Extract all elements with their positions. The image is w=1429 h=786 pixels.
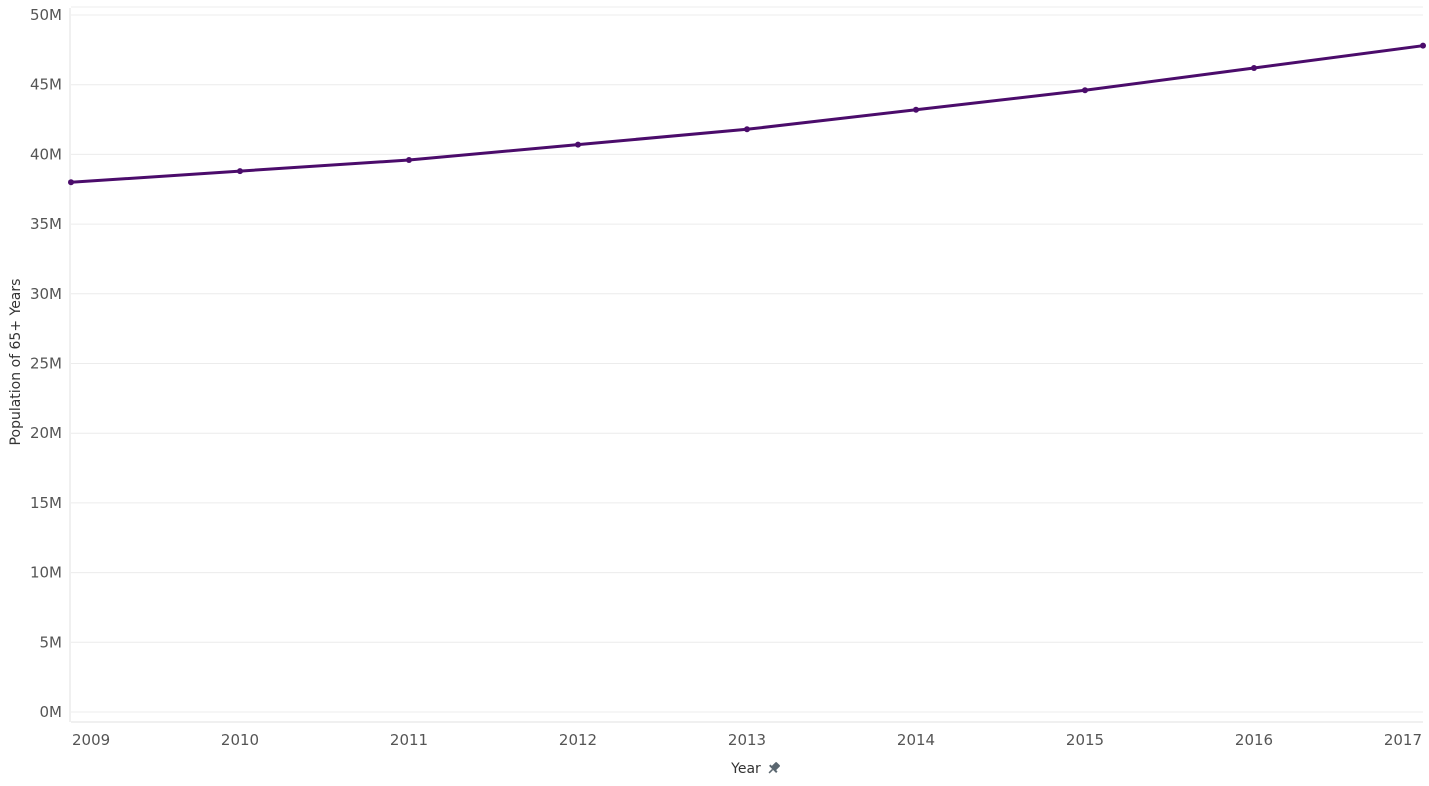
x-axis-title[interactable]: Year [730,761,761,777]
pin-icon[interactable] [766,760,782,776]
y-tick-label: 35M [30,215,62,233]
x-tick-label: 2015 [1066,731,1104,749]
x-axis: 2009 2010 2011 2012 2013 2014 2015 2016 2017 [72,731,1422,749]
y-axis: 0M 5M 10M 15M 20M 25M 30M 35M 40M 45M 50M [30,6,62,721]
y-tick-label: 30M [30,285,62,303]
x-tick-label: 2011 [390,731,428,749]
data-point[interactable] [68,179,74,186]
x-tick-label: 2009 [72,731,110,749]
y-tick-label: 50M [30,6,62,24]
y-tick-label: 25M [30,355,62,373]
series-group [68,42,1426,186]
gridlines [71,6,1423,723]
data-point[interactable] [1420,42,1426,49]
x-tick-label: 2012 [559,731,597,749]
series-line [70,44,1424,184]
y-tick-label: 20M [30,424,62,442]
y-tick-label: 40M [30,145,62,163]
data-point[interactable] [1251,64,1257,71]
data-point[interactable] [913,106,919,113]
x-axis-title-group[interactable]: Year [730,760,782,777]
data-point[interactable] [744,126,750,133]
x-tick-label: 2014 [897,731,935,749]
x-tick-label: 2010 [221,731,259,749]
y-tick-label: 45M [30,76,62,94]
data-point[interactable] [1082,87,1088,94]
x-tick-label: 2017 [1384,731,1422,749]
data-point[interactable] [237,168,243,175]
y-tick-label: 5M [40,633,63,651]
x-tick-label: 2016 [1235,731,1273,749]
data-point[interactable] [575,141,581,148]
y-tick-label: 10M [30,564,62,582]
y-tick-label: 15M [30,494,62,512]
y-tick-label: 0M [40,703,63,721]
y-axis-title: Population of 65+ Years [8,279,24,446]
data-point[interactable] [406,156,412,163]
x-tick-label: 2013 [728,731,766,749]
